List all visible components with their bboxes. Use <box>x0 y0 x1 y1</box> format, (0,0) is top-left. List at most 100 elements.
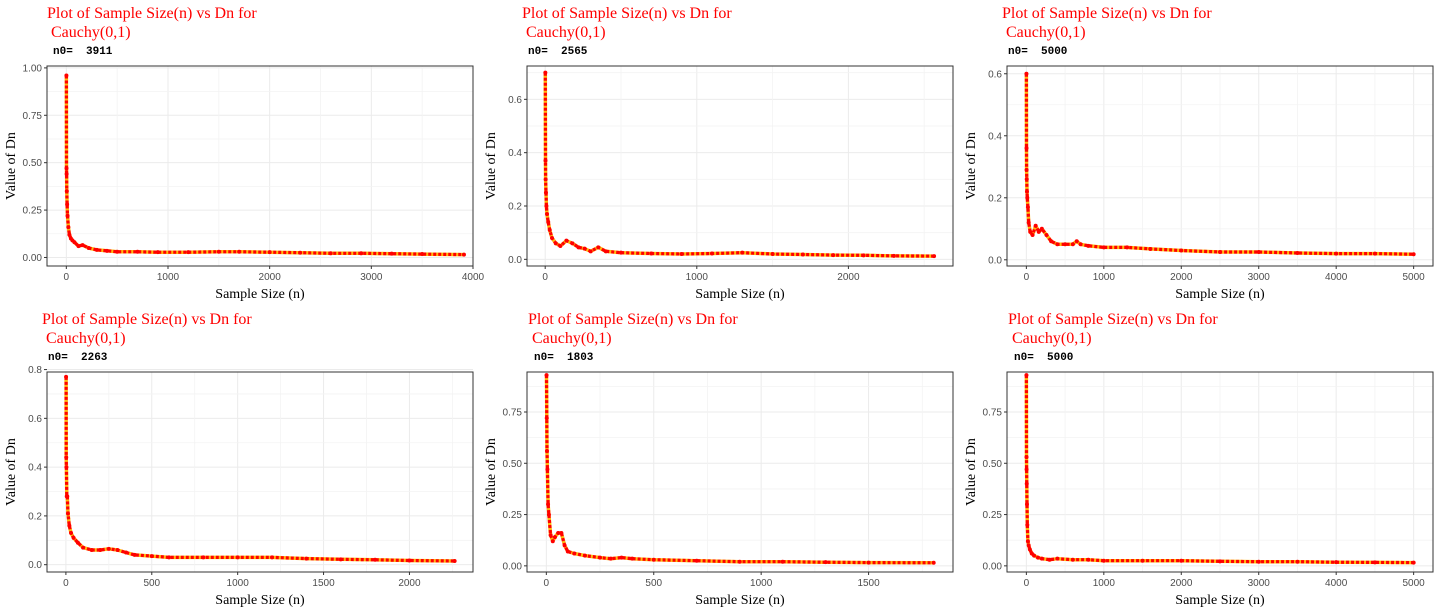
grid <box>527 66 953 266</box>
y-tick-label: 0.6 <box>988 69 1002 80</box>
x-tick-label: 4000 <box>1325 272 1348 283</box>
data-point <box>1334 251 1339 256</box>
x-tick-label: 1000 <box>157 272 180 283</box>
y-tick-label: 0.8 <box>28 365 42 376</box>
data-point <box>64 465 69 470</box>
x-tick-label: 4000 <box>462 272 485 283</box>
data-point <box>543 70 548 75</box>
data-point <box>545 467 550 472</box>
data-point <box>1218 250 1222 255</box>
data-point <box>546 220 551 224</box>
y-tick-label: 0.0 <box>28 560 42 571</box>
data-point <box>1024 481 1029 486</box>
data-point <box>389 251 394 256</box>
data-point <box>1025 522 1030 527</box>
x-tick-label: 3000 <box>360 272 383 283</box>
x-tick-label: 3000 <box>1248 272 1271 283</box>
data-point <box>559 531 564 536</box>
data-point <box>582 246 587 251</box>
data-point <box>1295 250 1300 255</box>
data-point <box>1025 195 1030 200</box>
data-point <box>548 533 553 538</box>
data-point <box>1372 560 1377 565</box>
data-point <box>1295 559 1300 564</box>
data-point <box>1027 547 1032 552</box>
data-point <box>564 238 569 243</box>
y-tick-label: 0.0 <box>988 255 1002 266</box>
data-point <box>186 250 191 255</box>
data-point <box>65 202 70 207</box>
x-tick-label: 0 <box>542 272 548 283</box>
chart-title: Plot of Sample Size(n) vs Dn for Cauchy(… <box>47 5 257 41</box>
data-point <box>1047 557 1052 562</box>
chart-title: Plot of Sample Size(n) vs Dn for Cauchy(… <box>42 311 252 347</box>
series-point-trail <box>544 375 934 565</box>
x-tick-label: 0 <box>1024 578 1030 589</box>
data-point <box>65 213 70 218</box>
data-point <box>1086 557 1091 562</box>
x-axis-title: Sample Size (n) <box>1175 287 1265 302</box>
data-point <box>891 253 896 258</box>
chart-panel-6: Plot of Sample Size(n) vs Dn for Cauchy(… <box>964 306 1440 612</box>
grid <box>47 369 473 572</box>
data-point <box>81 545 86 550</box>
data-point <box>546 502 551 507</box>
data-point <box>1125 245 1130 250</box>
data-point <box>104 248 109 253</box>
data-point <box>98 548 103 553</box>
data-point <box>86 245 91 250</box>
data-point <box>1256 559 1261 564</box>
x-tick-label: 1500 <box>857 578 880 589</box>
data-point <box>298 250 303 255</box>
x-axis-title: Sample Size (n) <box>215 287 305 302</box>
line-plot: 0 500 1000 1500 2000 0.0 0.2 0.4 0.6 0.8 Sample Si… <box>4 365 474 608</box>
chart-panel-4: Plot of Sample Size(n) vs Dn for Cauchy(… <box>4 306 487 612</box>
series-line <box>64 73 466 257</box>
y-axis-title: Value of Dn <box>484 132 499 200</box>
data-point <box>1411 560 1416 565</box>
data-point <box>576 245 581 250</box>
data-point <box>1101 558 1106 563</box>
y-tick-label: 0.25 <box>23 206 43 217</box>
data-point <box>1372 251 1377 256</box>
series-line <box>544 373 936 565</box>
data-point <box>1024 373 1029 378</box>
data-point <box>649 251 654 256</box>
data-point <box>556 531 561 536</box>
chart-title: Plot of Sample Size(n) vs Dn for Cauchy(… <box>1002 5 1212 41</box>
y-tick-label: 0.2 <box>508 202 522 213</box>
grid <box>47 66 474 266</box>
data-point <box>1148 246 1153 251</box>
data-point <box>420 252 425 257</box>
data-point <box>115 249 120 254</box>
series-point-trail <box>64 75 465 257</box>
grid <box>527 372 953 572</box>
data-point <box>618 250 623 255</box>
chart-title: Plot of Sample Size(n) vs Dn for Cauchy(… <box>522 5 732 41</box>
x-tick-label: 2000 <box>259 272 282 283</box>
data-point <box>1411 252 1416 257</box>
data-point <box>201 555 206 560</box>
data-point <box>562 543 567 548</box>
data-point <box>543 177 548 182</box>
y-tick-label: 0.00 <box>983 561 1003 572</box>
data-point <box>64 374 69 379</box>
data-point <box>132 552 137 557</box>
x-tick-label: 4000 <box>1325 578 1348 589</box>
data-point <box>861 253 866 258</box>
data-point <box>679 252 684 256</box>
line-plot: 0 1000 2000 3000 4000 0.00 0.25 0.50 0.75 1.00 Sam… <box>4 63 485 302</box>
data-point <box>544 204 549 208</box>
data-point <box>544 373 549 378</box>
y-tick-label: 0.4 <box>508 148 522 159</box>
data-point <box>94 247 99 252</box>
y-axis-title: Value of Dn <box>4 132 19 200</box>
y-tick-label: 0.00 <box>23 253 43 264</box>
data-point <box>831 253 836 258</box>
data-point <box>550 539 555 544</box>
plot-border <box>526 371 954 573</box>
plot-border <box>526 65 954 267</box>
y-axis-title: Value of Dn <box>4 438 19 506</box>
data-point <box>1024 71 1029 76</box>
y-axis-title: Value of Dn <box>484 438 499 506</box>
